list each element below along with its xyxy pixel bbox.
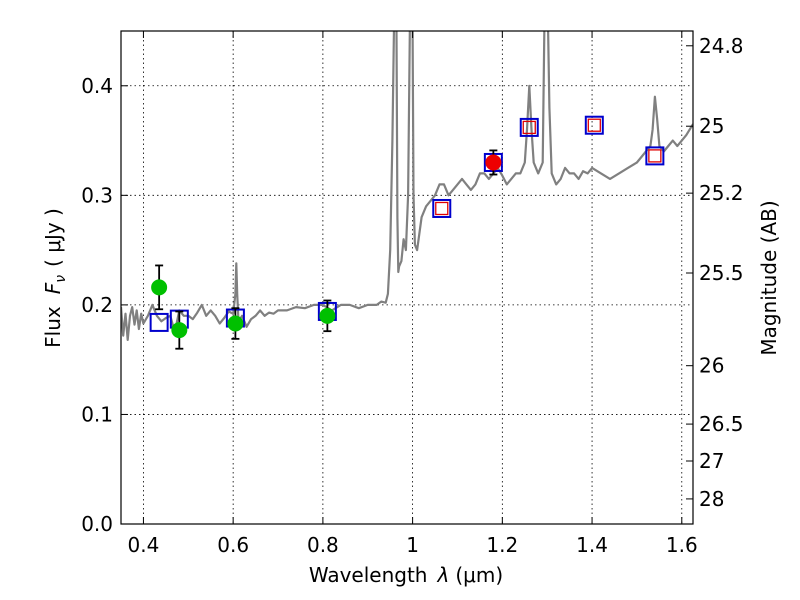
y2-tick-label: 26.5 (699, 412, 744, 436)
right-axis-label: Magnitude (AB) (757, 200, 781, 355)
observed-flux-point (485, 154, 502, 171)
x-axis-label-text: Wavelength (309, 563, 428, 587)
y2-tick-label: 27 (699, 449, 724, 473)
axes-ticks: 0.4 0.6 0.8 1 1.2 1.4 1.6 0.0 0.1 0.2 0.3 0.4 24.8 25… (81, 31, 744, 557)
plot-area (121, 31, 693, 350)
observed-flux-point (171, 322, 188, 339)
spectrum-line (121, 31, 693, 341)
plot-frame (120, 30, 694, 525)
upper-limit-square (587, 118, 601, 132)
x-tick-label: 0.4 (128, 533, 160, 557)
y-axis-label-unit: ( μJy ) (41, 208, 65, 267)
model-photometry-square (584, 115, 604, 135)
y-tick-label: 0.2 (81, 293, 113, 317)
x-axis-label: Wavelength λ (μm) (309, 563, 503, 587)
x-axis-label-symbol: λ (437, 563, 450, 587)
upper-limit-square (648, 149, 662, 163)
model-photometry-square (645, 146, 665, 166)
y-axis-label-text: Flux (41, 306, 65, 348)
y-tick-label: 0.1 (81, 402, 113, 426)
x-tick-label: 0.6 (217, 533, 249, 557)
grid (121, 31, 693, 524)
model-photometry-square (432, 198, 452, 218)
upper-limit-square (435, 201, 449, 216)
observed-flux-point (227, 315, 244, 332)
y-tick-label: 0.0 (81, 512, 113, 536)
observed-flux-point (319, 307, 336, 324)
model-photometry-square (149, 312, 169, 332)
y2-tick-label: 26 (699, 354, 724, 378)
y2-tick-label: 25.2 (699, 181, 744, 205)
upper-limit-square (522, 120, 536, 135)
y2-tick-label: 25.5 (699, 261, 744, 285)
x-tick-label: 1 (406, 533, 419, 557)
y-tick-label: 0.3 (81, 183, 113, 207)
x-tick-label: 1.2 (486, 533, 518, 557)
y2-tick-label: 28 (699, 487, 724, 511)
x-tick-label: 0.8 (307, 533, 339, 557)
x-tick-label: 1.6 (666, 533, 698, 557)
y-axis-label-symbol: F (41, 282, 65, 294)
y-axis-label-subscript: ν (53, 275, 69, 283)
x-axis-label-unit: (μm) (455, 563, 503, 587)
y-tick-label: 0.4 (81, 74, 113, 98)
y2-tick-label: 24.8 (699, 34, 744, 58)
x-tick-label: 1.4 (576, 533, 608, 557)
model-photometry-square (519, 117, 539, 137)
observed-flux-point (151, 279, 168, 296)
y-axis-label: Flux Fν ( μJy ) (41, 208, 69, 348)
y2-tick-label: 25 (699, 114, 724, 138)
